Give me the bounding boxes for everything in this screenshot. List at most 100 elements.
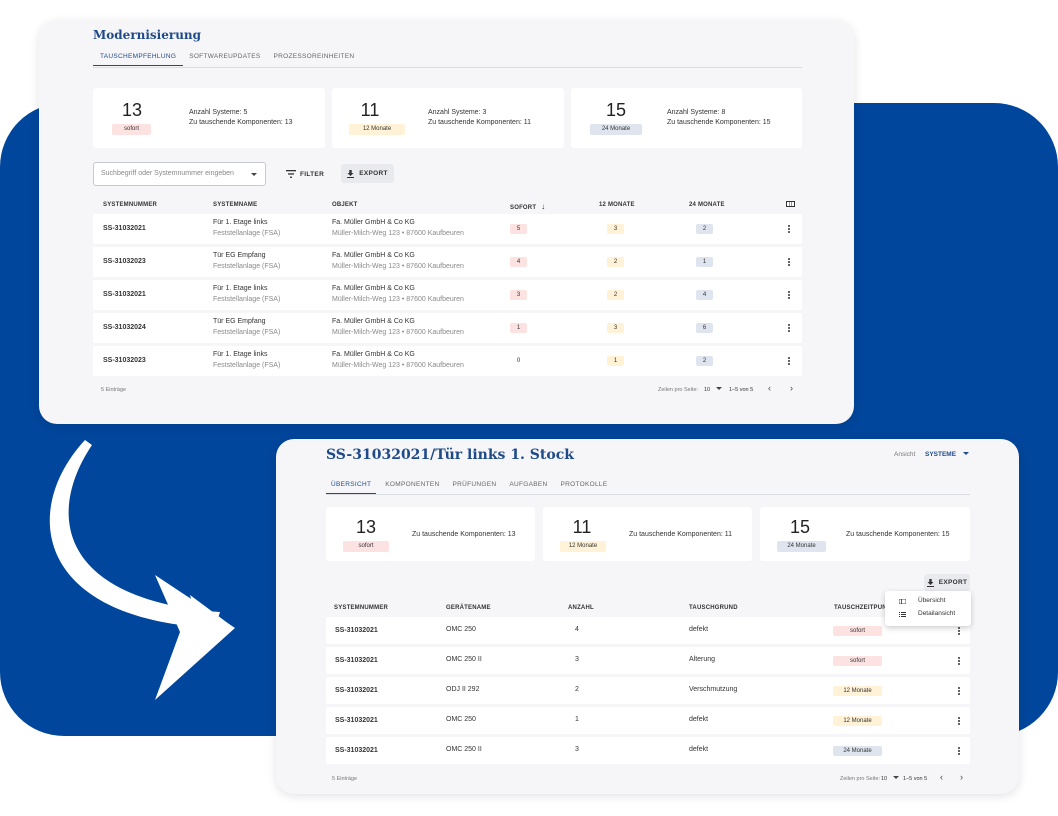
status-badge: 12 Monate [349,124,405,135]
more-options-icon[interactable] [788,324,790,332]
card-count: 13 [121,100,143,120]
column-header-systemnummer[interactable]: SYSTEMNUMMER [334,605,389,611]
rows-per-page-select[interactable]: 10 [881,776,899,782]
table-row[interactable]: SS-31032021 Für 1. Etage links Feststellan… [93,280,802,310]
replacement-time-badge: sofort [833,626,882,636]
download-icon [347,169,355,178]
more-options-icon[interactable] [958,687,960,695]
object-address: Müller-Milch-Weg 123 • 87600 Kaufbeuren [332,296,464,303]
column-header-12-monate[interactable]: 12 MONATE [599,202,635,208]
replacement-reason: Alterung [689,656,716,663]
export-dropdown-menu: Übersicht Detailansicht [885,591,971,626]
filter-icon [286,170,296,178]
system-number: SS-31032024 [103,324,146,331]
card-count: 11 [360,100,380,120]
column-header-objekt[interactable]: OBJEKT [332,202,358,208]
table-row[interactable]: SS-31032021 OMC 250 II 3 Alterung sofort [326,647,970,674]
column-header-tauschgrund[interactable]: TAUSCHGRUND [689,605,738,611]
more-options-icon[interactable] [958,717,960,725]
chevron-down-icon [892,776,899,779]
more-options-icon[interactable] [958,627,960,635]
filter-button[interactable]: FILTER [286,168,324,180]
card-components-count: Zu tauschende Komponenten: 15 [667,119,771,126]
column-header-sofort[interactable]: SOFORT ↓ [510,202,545,211]
status-badge: 24 Monate [777,541,826,552]
object-address: Müller-Milch-Weg 123 • 87600 Kaufbeuren [332,362,464,369]
detail-card-12-monate: 11 12 Monate Zu tauschende Komponenten: … [543,507,752,561]
device-name: OMC 250 [446,626,476,633]
column-header-geraetename[interactable]: GERÄTENAME [446,605,491,611]
column-header-systemname[interactable]: SYSTEMNAME [213,202,258,208]
count-badge-m24: 2 [696,224,713,234]
column-header-tauschzeitpunkt[interactable]: TAUSCHZEITPUNKT [834,605,896,611]
table-row[interactable]: SS-31032021 OMC 250 1 defekt 12 Monate [326,707,970,734]
count-badge-m12: 3 [607,323,624,333]
column-header-24-monate[interactable]: 24 MONATE [689,202,725,208]
table-row[interactable]: SS-31032021 OMC 250 II 3 defekt 24 Monate [326,737,970,764]
chevron-left-icon[interactable]: ‹ [940,772,943,782]
count-badge-sofort: 3 [510,290,527,300]
system-number: SS-31032021 [335,717,378,724]
table-row[interactable]: SS-31032023 Für 1. Etage links Feststellan… [93,346,802,376]
column-header-anzahl[interactable]: ANZAHL [568,605,594,611]
more-options-icon[interactable] [788,357,790,365]
object-name: Fa. Müller GmbH & Co KG [332,351,415,358]
replacement-reason: Verschmutzung [689,686,738,693]
more-options-icon[interactable] [958,657,960,665]
tab-pruefungen[interactable]: PRÜFUNGEN [452,481,497,488]
object-name: Fa. Müller GmbH & Co KG [332,318,415,325]
tab-uebersicht[interactable]: ÜBERSICHT [326,481,377,494]
count-badge-m24: 6 [696,323,713,333]
more-options-icon[interactable] [788,291,790,299]
export-button[interactable]: EXPORT [924,574,970,591]
chevron-right-icon[interactable]: › [960,772,963,782]
tab-komponenten[interactable]: KOMPONENTEN [385,481,440,488]
object-address: Müller-Milch-Weg 123 • 87600 Kaufbeuren [332,329,464,336]
system-name: Für 1. Etage links [213,219,268,226]
tab-softwareupdates[interactable]: SOFTWAREUPDATES [189,53,261,60]
more-options-icon[interactable] [788,258,790,266]
export-button[interactable]: EXPORT [341,164,394,183]
tab-prozessoreinheiten[interactable]: PROZESSOREINHEITEN [273,53,355,60]
chevron-right-icon[interactable]: › [790,383,793,393]
menu-item-detailansicht[interactable]: Detailansicht [918,610,956,617]
chevron-down-icon[interactable] [251,173,257,176]
modernisierung-window: Modernisierung TAUSCHEMPFEHLUNG SOFTWARE… [39,21,854,424]
card-components-count: Zu tauschende Komponenten: 13 [412,531,516,538]
replacement-reason: defekt [689,626,709,633]
table-row[interactable]: SS-31032021 OMC 250 4 defekt sofort [326,617,970,644]
chevron-left-icon[interactable]: ‹ [768,383,771,393]
tab-aufgaben[interactable]: AUFGABEN [509,481,548,488]
rows-per-page-select[interactable]: 10 [704,387,722,393]
system-number: SS-31032023 [103,357,146,364]
column-header-sofort-label: SOFORT [510,205,537,211]
table-row[interactable]: SS-31032024 Tür EG Empfang Feststellanlage… [93,313,802,343]
summary-card-12-monate: 11 12 Monate Anzahl Systeme: 3 Zu tausch… [332,88,564,148]
card-count: 15 [789,517,811,537]
status-badge: 12 Monate [560,541,606,552]
column-settings-icon[interactable] [786,201,795,207]
sort-arrow-down-icon[interactable]: ↓ [541,202,546,211]
search-input[interactable]: Suchbegriff oder Systemnummer eingeben [93,162,266,186]
table-row[interactable]: SS-31032021 ODJ II 292 2 Verschmutzung 12 Mo… [326,677,970,704]
card-systems-count: Anzahl Systeme: 5 [189,109,248,116]
menu-item-uebersicht[interactable]: Übersicht [918,597,946,604]
table-row[interactable]: SS-31032023 Tür EG Empfang Feststellanlage… [93,247,802,277]
system-number: SS-31032021 [335,657,378,664]
card-count: 13 [355,517,377,537]
view-select[interactable]: SYSTEME [925,451,969,458]
more-options-icon[interactable] [958,747,960,755]
component-count: 4 [575,626,579,633]
tab-tauschempfehlung[interactable]: TAUSCHEMPFEHLUNG [93,53,184,66]
column-header-systemnummer[interactable]: SYSTEMNUMMER [103,202,158,208]
count-badge-m24: 2 [696,356,713,366]
curved-arrow-icon [49,440,235,700]
summary-card-24-monate: 15 24 Monate Anzahl Systeme: 8 Zu tausch… [571,88,802,148]
table-row[interactable]: SS-31032021 Für 1. Etage links Feststellan… [93,214,802,244]
view-value: SYSTEME [925,451,957,458]
more-options-icon[interactable] [788,225,790,233]
export-label: EXPORT [359,170,388,177]
table-view-icon [899,599,906,604]
detail-card-24-monate: 15 24 Monate Zu tauschende Komponenten: … [760,507,970,561]
tab-protokolle[interactable]: PROTOKOLLE [560,481,608,488]
